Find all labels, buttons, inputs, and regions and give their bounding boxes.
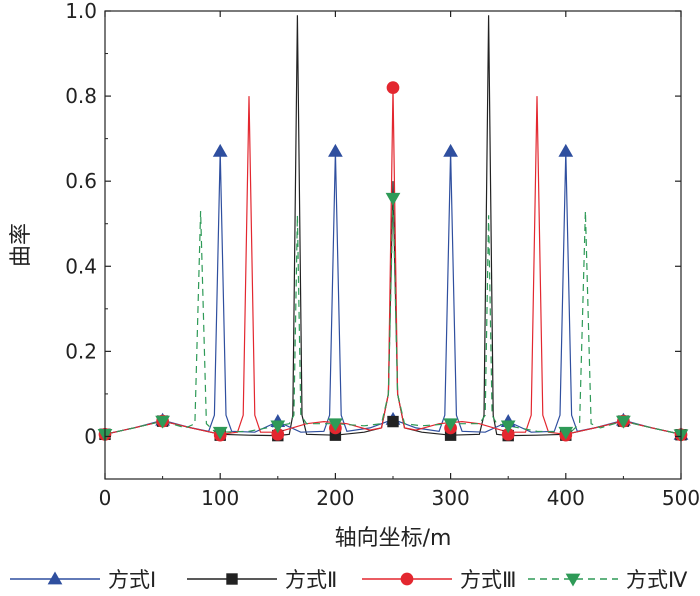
x-tick-label: 100 <box>201 486 239 510</box>
plot-lines <box>104 15 682 437</box>
series-marker-4 <box>500 420 516 434</box>
y-axis: 0 0.2 0.4 0.6 0.8 1.0 <box>65 0 681 448</box>
legend-item-3: 方式Ⅲ <box>362 568 516 592</box>
series-marker-4 <box>616 415 631 429</box>
series-marker-1 <box>328 143 343 157</box>
legend: 方式Ⅰ 方式Ⅱ 方式Ⅲ 方式Ⅳ <box>10 568 688 592</box>
y-tick-label: 0.4 <box>65 254 97 278</box>
y-tick-label: 0.6 <box>65 169 97 193</box>
legend-item-1: 方式Ⅰ <box>10 568 156 592</box>
series-marker-4 <box>328 418 343 432</box>
y-tick-label: 0.8 <box>65 84 97 108</box>
plot-markers <box>97 81 689 443</box>
y-tick-label: 1.0 <box>65 0 97 23</box>
series-marker-4 <box>155 415 170 429</box>
x-tick-label: 200 <box>316 486 354 510</box>
legend-item-2: 方式Ⅱ <box>187 568 337 592</box>
x-tick-label: 500 <box>662 486 700 510</box>
series-marker-4 <box>385 192 401 206</box>
x-tick-label: 0 <box>99 486 112 510</box>
legend-label: 方式Ⅳ <box>626 568 688 592</box>
series-marker-4 <box>270 420 286 434</box>
series-marker-1 <box>443 143 458 157</box>
legend-marker <box>226 573 238 585</box>
series-marker-4 <box>443 418 458 432</box>
plot-frame <box>104 10 682 480</box>
x-tick-label: 300 <box>432 486 470 510</box>
x-axis: 0 100 200 300 400 500 <box>99 11 700 510</box>
y-axis-title: 曲率 <box>9 223 34 267</box>
legend-marker <box>47 571 63 585</box>
legend-marker <box>565 573 581 587</box>
series-marker-4 <box>212 426 228 440</box>
legend-label: 方式Ⅲ <box>460 568 516 592</box>
legend-marker <box>400 572 414 586</box>
y-tick-label: 0.2 <box>65 339 97 363</box>
y-tick-label: 0 <box>84 424 97 448</box>
series-marker-2 <box>387 415 399 428</box>
series-marker-1 <box>212 143 228 157</box>
legend-label: 方式Ⅱ <box>285 568 337 592</box>
x-tick-label: 400 <box>547 486 585 510</box>
series-line-4 <box>104 198 682 435</box>
series-marker-4 <box>558 426 574 440</box>
legend-item-4: 方式Ⅳ <box>528 568 688 592</box>
series-line-3 <box>104 87 682 435</box>
series-marker-1 <box>558 143 574 157</box>
series-marker-3 <box>386 81 400 94</box>
series-line-2 <box>104 15 682 437</box>
legend-label: 方式Ⅰ <box>108 568 156 592</box>
x-axis-title: 轴向坐标/m <box>335 526 452 551</box>
